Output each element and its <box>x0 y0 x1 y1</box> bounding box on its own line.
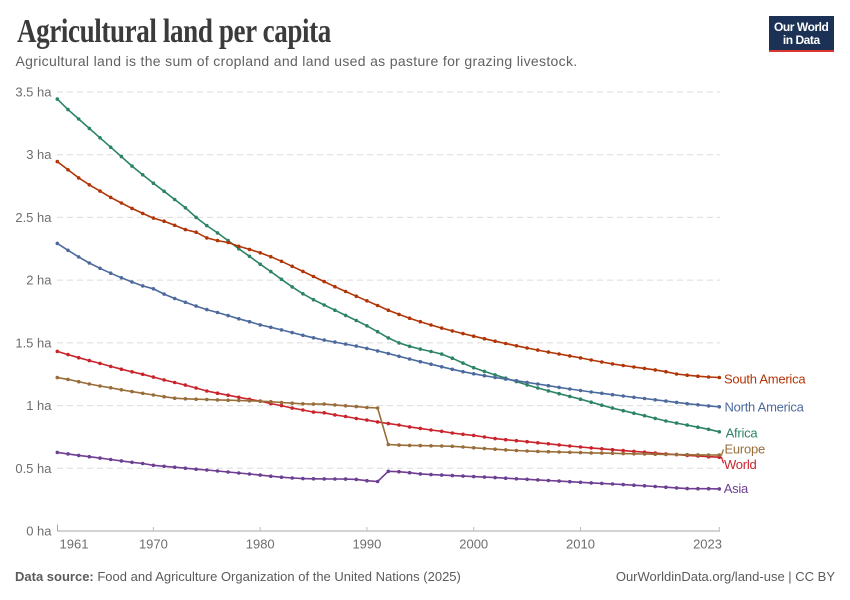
svg-text:1980: 1980 <box>246 537 275 552</box>
svg-text:Europe: Europe <box>725 442 765 457</box>
svg-text:3.5 ha: 3.5 ha <box>15 85 52 100</box>
svg-text:0 ha: 0 ha <box>26 524 52 539</box>
svg-text:1961: 1961 <box>60 537 89 552</box>
svg-text:1.5 ha: 1.5 ha <box>15 335 52 350</box>
svg-text:2 ha: 2 ha <box>26 273 52 288</box>
svg-text:2000: 2000 <box>459 537 488 552</box>
svg-text:2023: 2023 <box>693 537 722 552</box>
svg-text:Asia: Asia <box>724 481 749 496</box>
svg-text:1 ha: 1 ha <box>26 398 52 413</box>
svg-text:1990: 1990 <box>352 537 381 552</box>
svg-text:South America: South America <box>724 371 806 386</box>
svg-text:North America: North America <box>725 400 805 415</box>
svg-text:2.5 ha: 2.5 ha <box>15 210 52 225</box>
svg-text:0.5 ha: 0.5 ha <box>15 461 52 476</box>
svg-text:World: World <box>724 457 756 472</box>
svg-text:1970: 1970 <box>139 537 168 552</box>
svg-text:Africa: Africa <box>726 425 759 440</box>
svg-text:3 ha: 3 ha <box>26 147 52 162</box>
svg-text:2010: 2010 <box>566 537 595 552</box>
